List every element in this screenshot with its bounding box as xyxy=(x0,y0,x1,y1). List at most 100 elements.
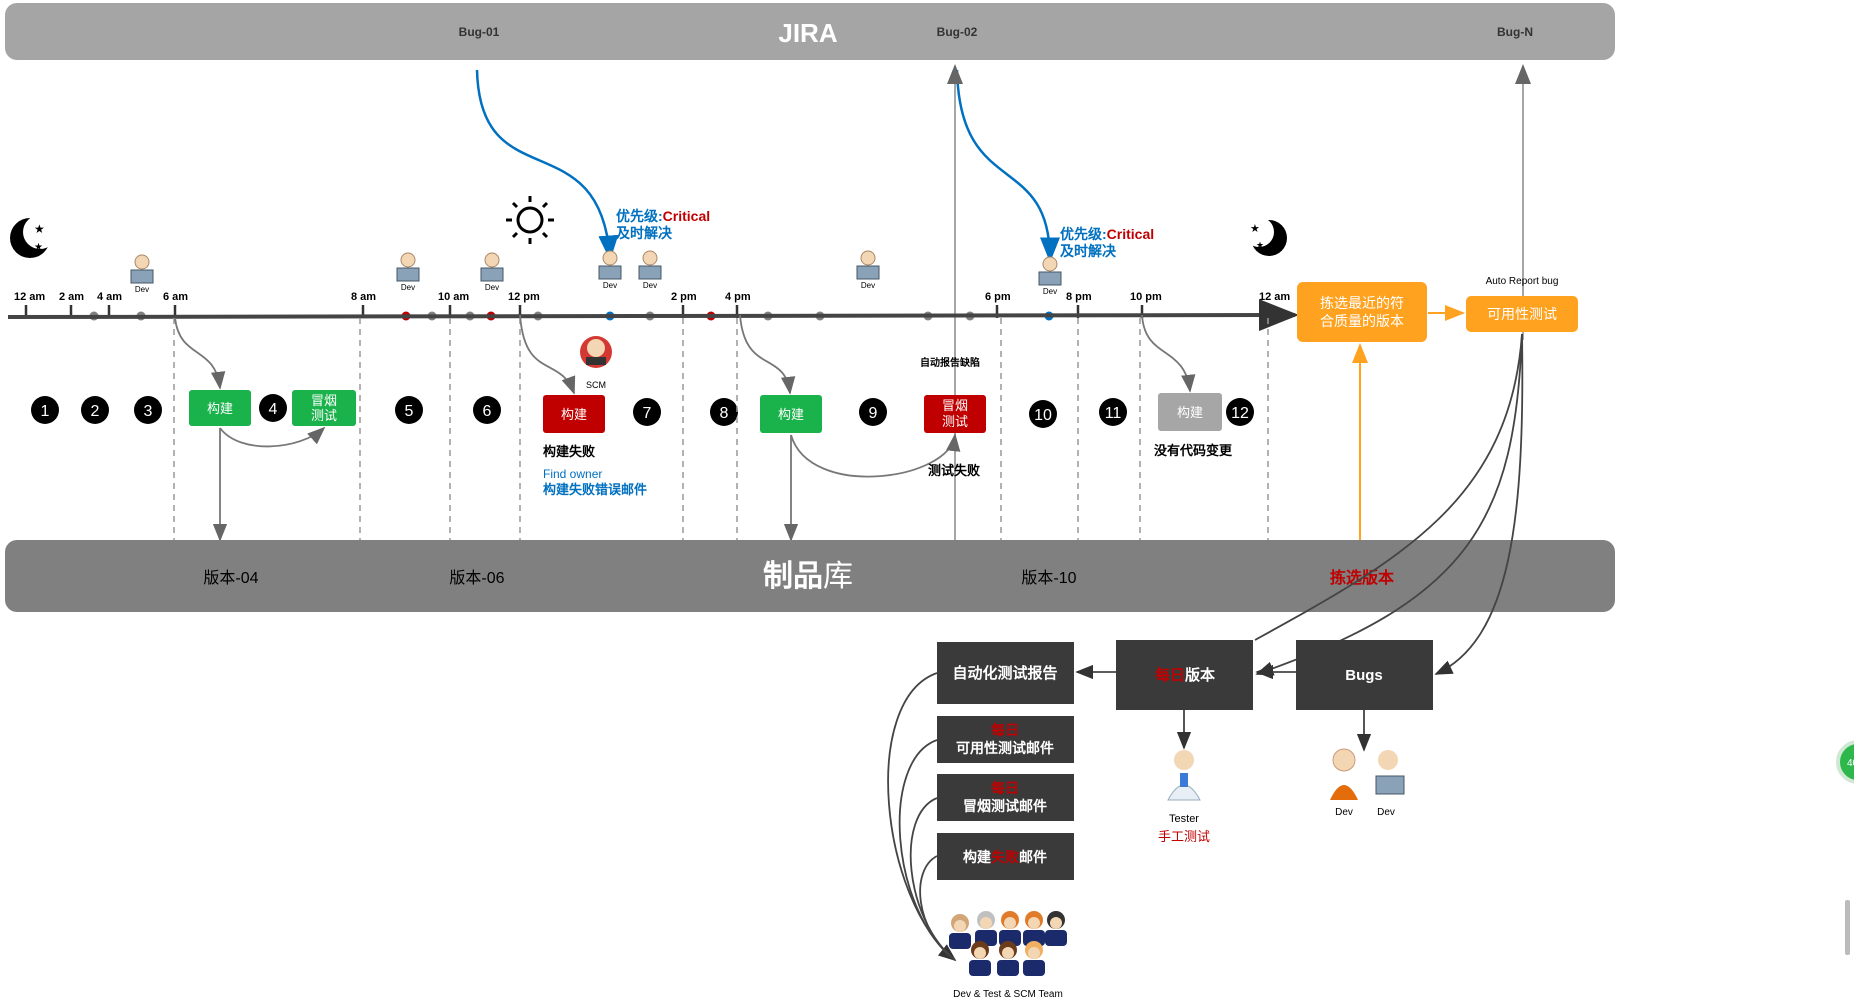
step-number: 7 xyxy=(643,405,652,422)
svg-text:每日: 每日 xyxy=(991,722,1019,738)
svg-text:每日版本: 每日版本 xyxy=(1155,666,1215,684)
dev-avatar-icon: Dev xyxy=(856,250,880,290)
dev-avatar-label: Dev xyxy=(643,281,657,290)
smoke-box-1: 冒烟 测试 xyxy=(292,390,356,426)
dev-avatar-label: Dev xyxy=(485,283,499,292)
step-number: 9 xyxy=(869,405,878,422)
svg-text:构建失败邮件: 构建失败邮件 xyxy=(963,849,1047,865)
step-marker xyxy=(81,396,109,424)
step-number: 1 xyxy=(41,403,50,420)
dev-avatar-label: Dev xyxy=(861,281,875,290)
timeline-axis xyxy=(7,299,1299,332)
tester-label: Tester xyxy=(1169,813,1199,825)
arrow-to-build-1 xyxy=(174,317,226,390)
step-number: 3 xyxy=(144,403,153,420)
dev-avatars: Dev Dev Dev Dev Dev Dev Dev xyxy=(130,250,1062,296)
timeline-time-label: 6 am xyxy=(163,291,188,303)
bugs-box: Bugs xyxy=(1296,640,1433,710)
step-marker xyxy=(1099,398,1127,426)
timeline-time-label: 2 am xyxy=(59,291,84,303)
pick-build-box: 拣选最近的符 合质量的版本 xyxy=(1297,282,1427,342)
dev-avatar-icon: Dev xyxy=(480,252,504,292)
svg-text:合质量的版本: 合质量的版本 xyxy=(1320,313,1404,329)
note-build-fail: 构建失败 xyxy=(543,444,595,459)
repo-version-04: 版本-04 xyxy=(203,569,258,587)
arrow-usability-bugs-b xyxy=(1434,333,1524,675)
artifact-repo-bar xyxy=(5,540,1615,612)
dashed-guides xyxy=(173,318,1269,540)
dev-avatar-label: Dev xyxy=(603,281,617,290)
usability-mail-box: 每日 可用性测试邮件 xyxy=(937,716,1074,763)
timeline-time-label: 10 pm xyxy=(1130,291,1162,303)
dev-avatar-label: Dev xyxy=(401,283,415,292)
timeline-time-label: 4 am xyxy=(97,291,122,303)
scm-label: SCM xyxy=(586,380,606,390)
svg-text:拣选最近的符: 拣选最近的符 xyxy=(1320,295,1404,311)
svg-text:可用性测试邮件: 可用性测试邮件 xyxy=(956,740,1054,756)
svg-text:Bugs: Bugs xyxy=(1345,667,1383,684)
arrow-build2-smoke xyxy=(790,433,961,478)
svg-text:构建: 构建 xyxy=(207,401,233,416)
step-number: 10 xyxy=(1034,407,1052,424)
dev-label: Dev xyxy=(1335,807,1353,818)
svg-text:冒烟: 冒烟 xyxy=(942,398,968,413)
step-number: 11 xyxy=(1105,405,1122,422)
timeline-time-label: 12 am xyxy=(14,291,45,303)
repo-version-06: 版本-06 xyxy=(449,569,504,587)
bug-02-arrow xyxy=(955,69,1060,263)
bug-01-arrow xyxy=(475,69,619,261)
team-icon xyxy=(949,911,1067,976)
step-number: 2 xyxy=(91,403,100,420)
step-marker xyxy=(395,396,423,424)
arrow-to-build-failed xyxy=(519,314,576,395)
arrow-build-smoke-1 xyxy=(219,426,326,448)
note-fail-mail: 构建失败错误邮件 xyxy=(543,482,647,497)
arrow-usability-daily xyxy=(1254,333,1523,641)
sun-icon xyxy=(506,196,554,244)
note-auto-report-bug: 自动报告缺陷 xyxy=(920,356,980,369)
arrow-fail-mail-team xyxy=(919,855,956,961)
svg-text:测试: 测试 xyxy=(311,408,337,423)
build-box-skipped: 构建 xyxy=(1158,393,1222,431)
step-marker xyxy=(710,398,738,426)
priority-a-resolve: 及时解决 xyxy=(616,225,673,241)
step-marker xyxy=(31,396,59,424)
dev-avatar-icon: Dev xyxy=(638,250,662,290)
build-box-2: 构建 xyxy=(760,395,822,433)
artifact-repo-title: 制品库 xyxy=(763,560,853,593)
step-number: 6 xyxy=(483,403,492,420)
step-number: 5 xyxy=(405,403,414,420)
svg-text:★: ★ xyxy=(34,222,45,236)
build-box-1: 构建 xyxy=(189,390,251,426)
priority-b-resolve: 及时解决 xyxy=(1060,243,1117,259)
step-marker xyxy=(633,398,661,426)
team-label: Dev & Test & SCM Team xyxy=(953,989,1063,1000)
timeline-time-label: 2 pm xyxy=(671,291,697,303)
priority-a-label: 优先级:Critical xyxy=(616,208,710,224)
side-badge-button[interactable]: 40 xyxy=(1836,740,1854,784)
dev-icon xyxy=(1375,750,1405,795)
usability-test-box: 可用性测试 xyxy=(1466,296,1578,332)
arrow-to-build-2 xyxy=(739,314,796,395)
step-number: 4 xyxy=(269,401,278,418)
scrollbar-thumb[interactable] xyxy=(1845,900,1850,955)
timeline-time-label: 12 pm xyxy=(508,291,540,303)
build-box-failed: 构建 xyxy=(543,395,605,433)
svg-text:★: ★ xyxy=(34,242,43,253)
svg-text:40: 40 xyxy=(1847,758,1854,769)
timeline-time-label: 10 am xyxy=(438,291,469,303)
timeline-time-label: 8 pm xyxy=(1066,291,1092,303)
step-marker xyxy=(473,396,501,424)
repo-version-10: 版本-10 xyxy=(1021,569,1076,587)
daily-build-box: 每日版本 xyxy=(1116,640,1253,710)
svg-text:测试: 测试 xyxy=(942,414,968,429)
jira-bar xyxy=(5,3,1615,60)
auto-test-report-box: 自动化测试报告 xyxy=(937,642,1074,704)
manual-test-label: 手工测试 xyxy=(1158,829,1210,844)
auto-report-label: Auto Report bug xyxy=(1486,276,1559,287)
svg-text:构建: 构建 xyxy=(561,407,587,422)
build-fail-mail-box: 构建失败邮件 xyxy=(937,833,1074,880)
step-marker xyxy=(259,394,287,422)
dev-avatar-icon: Dev xyxy=(598,250,622,290)
